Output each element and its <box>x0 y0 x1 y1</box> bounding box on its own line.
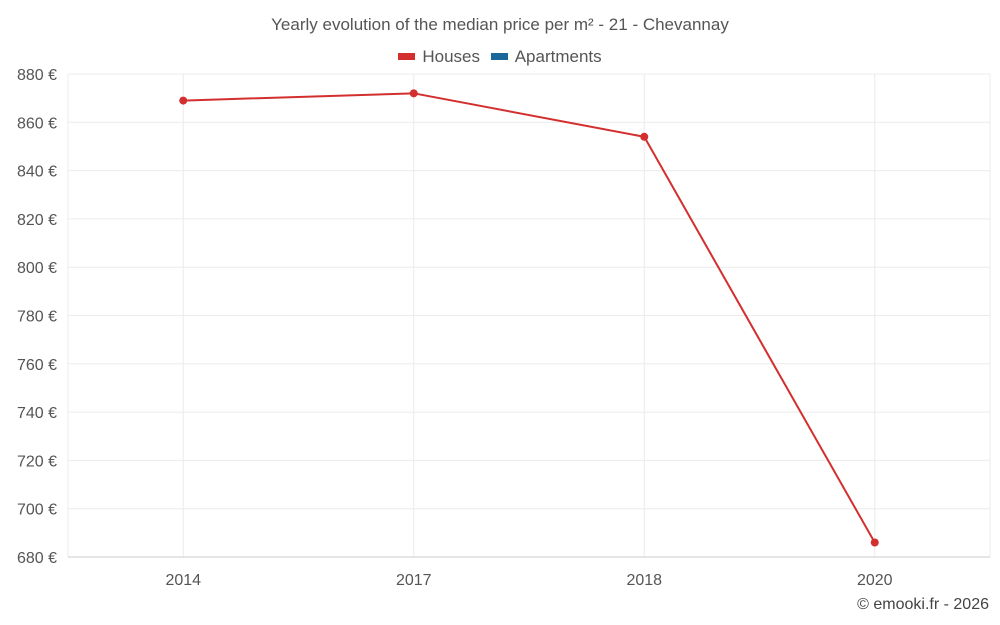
data-point-houses <box>870 538 879 547</box>
x-tick-label: 2018 <box>626 572 662 589</box>
y-tick-label: 780 € <box>17 309 57 326</box>
legend-item-houses[interactable]: Houses <box>398 47 480 67</box>
grid <box>67 73 991 557</box>
y-tick-label: 820 € <box>17 212 57 229</box>
x-tick-label: 2020 <box>857 572 893 589</box>
chart-title: Yearly evolution of the median price per… <box>271 15 729 34</box>
x-tick-label: 2017 <box>396 572 432 589</box>
credit-text: © emooki.fr - 2026 <box>857 596 989 613</box>
data-point-houses <box>640 132 649 141</box>
legend-label-apartments: Apartments <box>514 46 602 66</box>
legend-label-houses: Houses <box>422 46 480 66</box>
y-tick-label: 740 € <box>17 405 57 422</box>
y-tick-label: 760 € <box>17 357 57 374</box>
y-tick-label: 880 € <box>17 67 57 84</box>
x-tick-label: 2014 <box>165 572 201 589</box>
y-tick-label: 860 € <box>17 115 57 132</box>
y-tick-label: 720 € <box>17 453 57 470</box>
data-point-houses <box>409 89 418 98</box>
y-tick-label: 800 € <box>17 260 57 277</box>
legend-swatch-houses <box>398 53 416 60</box>
y-tick-label: 680 € <box>17 550 57 567</box>
legend-swatch-apartments <box>490 53 508 60</box>
y-tick-label: 840 € <box>17 164 57 181</box>
series-layer <box>179 89 879 547</box>
legend: Houses Apartments <box>0 45 1000 67</box>
y-tick-label: 700 € <box>17 502 57 519</box>
series-line-houses <box>183 92 876 544</box>
axes: 680 € 700 € 720 € 740 € 760 € 780 € 800 € 820 €… <box>17 67 990 589</box>
data-point-houses <box>179 96 188 105</box>
legend-item-apartments[interactable]: Apartments <box>490 46 602 67</box>
